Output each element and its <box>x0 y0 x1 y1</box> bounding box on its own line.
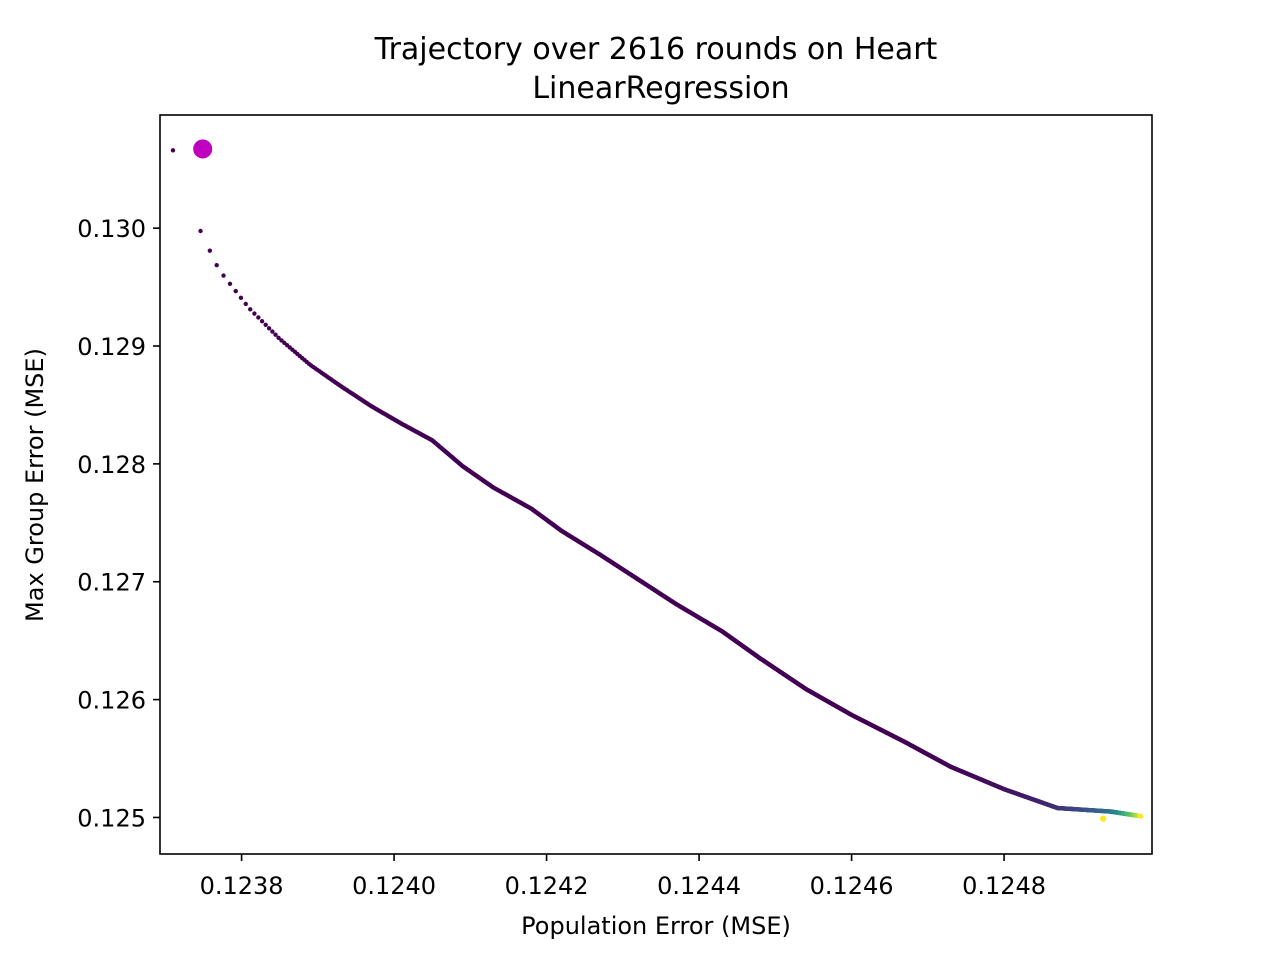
trajectory-point <box>243 301 248 307</box>
plot-frame <box>159 114 1153 855</box>
trajectory-point <box>252 311 257 316</box>
y-tick-label: 0.126 <box>77 687 146 715</box>
x-tick-label: 0.1244 <box>657 872 741 900</box>
chart-title: Trajectory over 2616 rounds on Heart <box>374 32 938 67</box>
trajectory-point <box>198 228 203 234</box>
x-axis-label: Population Error (MSE) <box>521 912 791 940</box>
y-axis-label: Max Group Error (MSE) <box>21 348 49 622</box>
trajectory-point <box>1139 814 1144 819</box>
trajectory-point <box>227 281 233 286</box>
trajectory-point <box>276 335 281 340</box>
x-tick-label: 0.1240 <box>352 872 436 900</box>
x-axis-ticks: 0.1238 0.1240 0.1242 0.1244 0.1246 0.1248 <box>200 854 1046 900</box>
end-point <box>1100 815 1107 822</box>
trajectory-point <box>238 295 244 300</box>
trajectory-point <box>214 262 219 268</box>
trajectory-point <box>263 322 268 328</box>
x-tick-label: 0.1242 <box>505 872 589 900</box>
trajectory-point <box>259 319 265 324</box>
y-tick-label: 0.130 <box>77 215 146 243</box>
trajectory-point <box>221 273 226 278</box>
trajectory-point <box>207 248 213 253</box>
y-tick-label: 0.125 <box>77 804 146 832</box>
y-tick-label: 0.128 <box>77 451 146 479</box>
trajectory-point <box>233 288 238 294</box>
x-tick-label: 0.1238 <box>200 872 284 900</box>
trajectory-points <box>170 139 1144 822</box>
start-point <box>193 139 213 159</box>
trajectory-point <box>273 332 278 337</box>
x-tick-label: 0.1246 <box>810 872 894 900</box>
x-tick-label: 0.1248 <box>962 872 1046 900</box>
trajectory-point <box>256 315 261 320</box>
chart-subtitle: LinearRegression <box>532 71 789 106</box>
y-tick-label: 0.127 <box>77 569 146 597</box>
y-tick-label: 0.129 <box>77 333 146 361</box>
trajectory-point <box>170 148 176 153</box>
trajectory-point <box>248 307 253 312</box>
y-axis-ticks: 0.125 0.126 0.127 0.128 0.129 0.130 <box>77 215 160 832</box>
trajectory-point <box>270 329 275 334</box>
trajectory-point <box>266 326 272 331</box>
